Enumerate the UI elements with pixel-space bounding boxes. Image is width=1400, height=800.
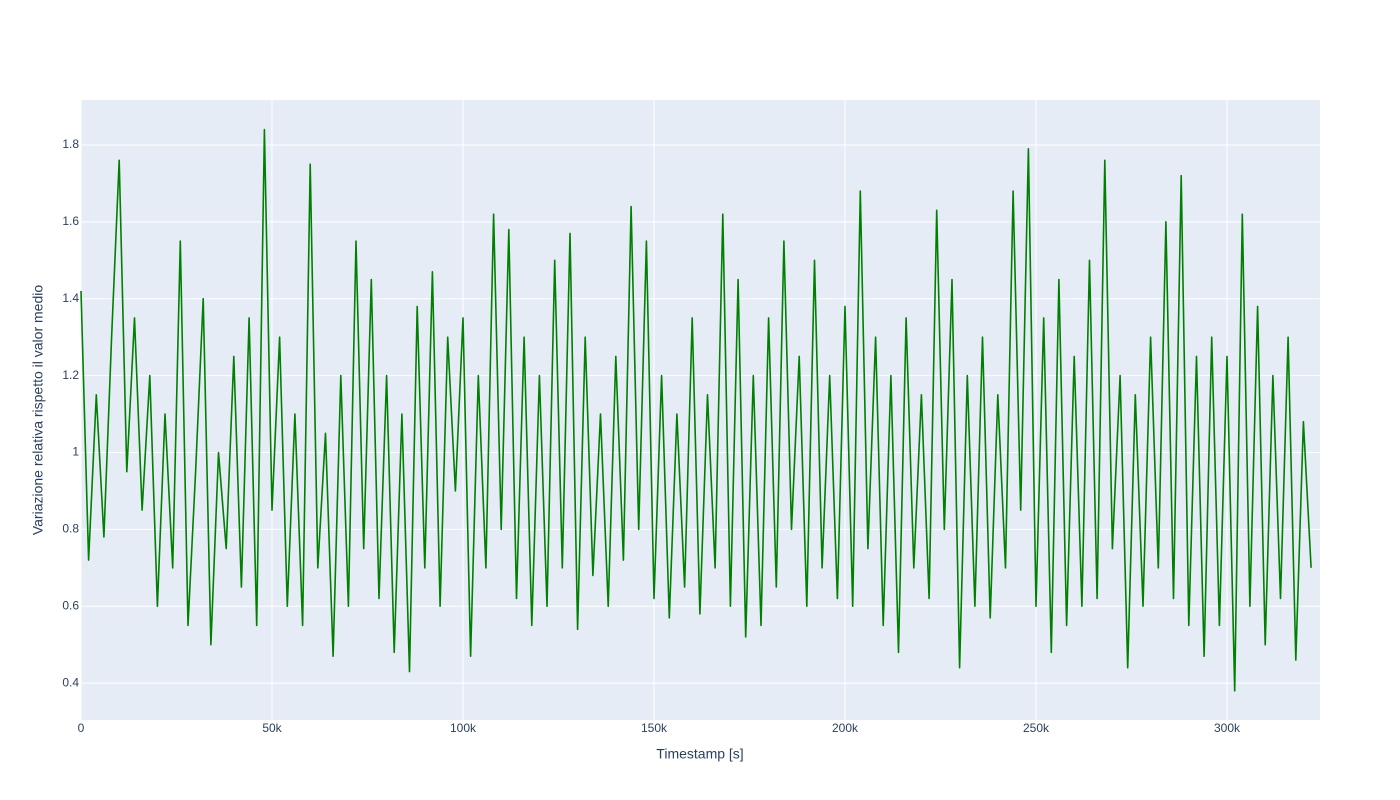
x-tick-label: 250k (1023, 721, 1050, 735)
data-line (80, 128, 1312, 692)
x-tick-label: 100k (450, 721, 477, 735)
x-axis-title: Timestamp [s] (656, 746, 743, 762)
y-axis-title: Variazione relativa rispetto il valor me… (30, 285, 46, 536)
y-tick-label: 1 (72, 445, 79, 459)
y-tick-label: 1.8 (62, 137, 79, 151)
x-tick-label: 300k (1214, 721, 1241, 735)
y-tick-label: 1.2 (62, 368, 79, 382)
x-tick-label: 150k (641, 721, 668, 735)
plot-background (81, 100, 1320, 720)
marks (80, 128, 1312, 692)
x-tick-label: 0 (78, 721, 85, 735)
y-tick-label: 0.6 (62, 598, 79, 612)
y-tick-label: 0.4 (62, 675, 79, 689)
x-tick-label: 200k (832, 721, 859, 735)
y-tick-label: 1.4 (62, 291, 79, 305)
y-tick-label: 1.6 (62, 214, 79, 228)
y-tick-label: 0.8 (62, 522, 79, 536)
x-tick-label: 50k (262, 721, 282, 735)
